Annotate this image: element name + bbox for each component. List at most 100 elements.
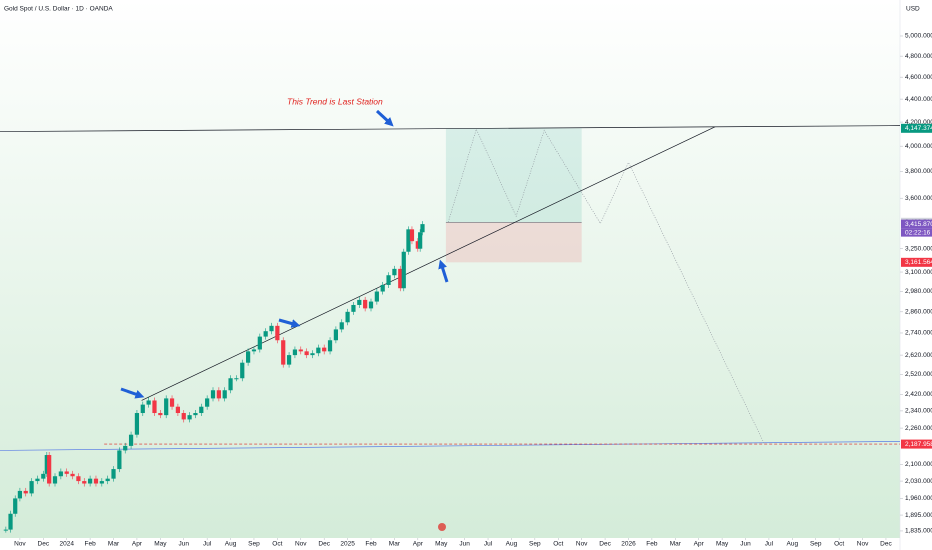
price-label: 3,161.564 xyxy=(905,259,932,266)
y-tick-label: 4,400.000 xyxy=(905,96,932,103)
x-tick-label: Mar xyxy=(670,541,682,548)
candle xyxy=(193,413,198,416)
x-tick-label: May xyxy=(435,541,448,548)
time-axis xyxy=(0,538,900,550)
x-tick-label: Mar xyxy=(389,541,401,548)
candle xyxy=(23,490,28,494)
candle xyxy=(418,232,423,249)
candle xyxy=(368,301,374,309)
candle xyxy=(164,398,169,416)
arrow xyxy=(375,109,394,127)
candle xyxy=(339,322,344,330)
candle xyxy=(117,450,122,470)
x-tick-label: May xyxy=(716,541,729,548)
candle xyxy=(123,445,128,451)
candle xyxy=(3,529,8,531)
x-tick-label: Aug xyxy=(787,541,799,548)
candle xyxy=(41,473,46,479)
candle xyxy=(146,400,151,405)
candle xyxy=(70,473,75,477)
candle xyxy=(17,490,23,499)
candle xyxy=(205,398,210,407)
chart-title: Gold Spot / U.S. Dollar · 1D · OANDA xyxy=(4,6,113,13)
candle xyxy=(374,291,379,302)
y-tick-label: 2,030.000 xyxy=(905,478,932,485)
y-tick-label: 2,620.000 xyxy=(905,352,932,359)
candle xyxy=(76,476,81,482)
candle xyxy=(357,299,362,305)
x-tick-label: Aug xyxy=(506,541,518,548)
x-tick-label: Oct xyxy=(834,541,844,548)
candle xyxy=(380,284,385,292)
y-tick-label: 4,000.000 xyxy=(905,143,932,150)
candle xyxy=(47,455,52,484)
countdown-bg xyxy=(901,228,932,237)
x-tick-label: Jul xyxy=(484,541,493,548)
x-tick-label: Feb xyxy=(646,541,658,548)
price-label-bg xyxy=(901,123,932,133)
candle xyxy=(398,268,403,289)
x-tick-label: 2024 xyxy=(59,541,74,548)
trend-line xyxy=(447,128,765,444)
candle xyxy=(175,406,180,414)
candle xyxy=(169,398,175,407)
x-tick-label: Oct xyxy=(553,541,563,548)
candle xyxy=(327,340,333,352)
candle xyxy=(269,325,274,332)
candle xyxy=(93,478,99,484)
plot-background xyxy=(0,0,900,538)
x-tick-label: Jul xyxy=(765,541,774,548)
candle xyxy=(286,355,292,365)
candle xyxy=(44,455,49,474)
candle xyxy=(401,251,406,289)
arrows xyxy=(120,109,449,399)
arrow xyxy=(278,318,301,328)
candle xyxy=(298,349,303,352)
candle xyxy=(140,404,145,414)
x-tick-label: Aug xyxy=(225,541,237,548)
candle xyxy=(234,378,239,380)
candle xyxy=(64,471,69,474)
y-tick-label: 3,100.000 xyxy=(905,269,932,276)
y-tick-label: 1,960.000 xyxy=(905,495,932,502)
x-tick-label: Dec xyxy=(599,541,611,548)
candle xyxy=(88,478,93,484)
candle xyxy=(128,434,134,446)
price-label: 2,187.958 xyxy=(905,441,932,448)
target-zone xyxy=(445,128,582,223)
x-tick-label: Apr xyxy=(694,541,705,548)
candle xyxy=(58,471,63,477)
arrow xyxy=(120,387,145,399)
candle xyxy=(29,481,34,494)
candle xyxy=(281,340,286,365)
arrow xyxy=(438,259,449,283)
candle xyxy=(228,378,233,391)
x-tick-label: Nov xyxy=(857,541,869,548)
x-tick-label: Feb xyxy=(365,541,377,548)
y-tick-label: 4,600.000 xyxy=(905,74,932,81)
candle xyxy=(8,513,13,530)
y-tick-label: 4,200.000 xyxy=(905,119,932,126)
y-tick-label: 2,860.000 xyxy=(905,309,932,316)
price-label-bg xyxy=(901,257,932,267)
candle xyxy=(199,406,204,414)
candle xyxy=(187,415,192,420)
y-tick-label: 2,340.000 xyxy=(905,408,932,415)
y-tick-label: 4,800.000 xyxy=(905,53,932,60)
y-tick-label: 3,800.000 xyxy=(905,168,932,175)
y-tick-label: 2,260.000 xyxy=(905,425,932,432)
candle xyxy=(99,481,104,484)
y-tick-label: 3,600.000 xyxy=(905,195,932,202)
y-tick-label: 3,250.000 xyxy=(905,245,932,252)
candle xyxy=(345,311,350,323)
price-axis xyxy=(900,0,932,550)
y-tick-label: 2,980.000 xyxy=(905,288,932,295)
x-tick-label: Apr xyxy=(413,541,424,548)
candle xyxy=(35,478,40,482)
candle xyxy=(240,362,245,379)
x-tick-label: Dec xyxy=(880,541,892,548)
candle xyxy=(316,347,321,354)
currency-label: USD xyxy=(906,6,920,13)
x-tick-label: Jun xyxy=(179,541,190,548)
price-label: 3,415.870 xyxy=(905,221,932,228)
